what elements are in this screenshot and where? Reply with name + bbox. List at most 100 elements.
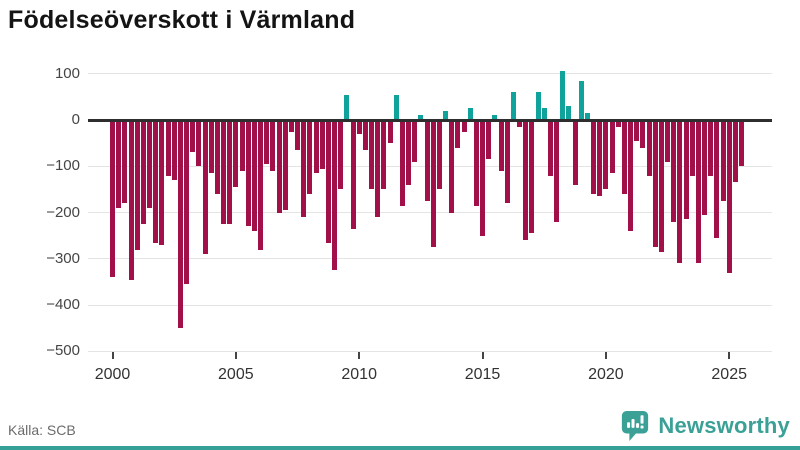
bar-2005-Q1 bbox=[233, 120, 239, 188]
bar-2021-Q1 bbox=[628, 120, 633, 231]
bar-2005-Q4 bbox=[251, 120, 257, 231]
bar-2004-Q4 bbox=[227, 120, 233, 225]
bar-2009-Q4 bbox=[350, 120, 356, 229]
bar-2006-Q2 bbox=[264, 120, 270, 164]
bar-2019-Q4 bbox=[597, 120, 603, 197]
bar-2014-Q4 bbox=[473, 120, 479, 206]
bar-2017-Q3 bbox=[541, 108, 547, 121]
bar-2014-Q2 bbox=[461, 120, 467, 132]
bar-2000-Q4 bbox=[128, 120, 134, 280]
bar-2020-Q2 bbox=[609, 120, 615, 174]
gridline bbox=[88, 304, 772, 306]
bar-2020-Q3 bbox=[615, 120, 621, 127]
bar-2004-Q3 bbox=[221, 120, 226, 225]
bar-2006-Q4 bbox=[276, 120, 282, 213]
bar-2003-Q4 bbox=[202, 120, 208, 255]
bar-2020-Q1 bbox=[603, 120, 609, 190]
bar-2019-Q3 bbox=[591, 120, 596, 194]
bar-2015-Q4 bbox=[498, 120, 504, 171]
bar-2011-Q2 bbox=[387, 120, 393, 144]
bar-2018-Q3 bbox=[566, 106, 572, 121]
x-tick bbox=[481, 352, 484, 359]
footer: Källa: SCB Newsworthy bbox=[0, 404, 800, 446]
bar-2007-Q4 bbox=[301, 120, 307, 218]
bar-2002-Q1 bbox=[159, 120, 165, 245]
bar-2009-Q2 bbox=[338, 120, 344, 190]
bar-2002-Q2 bbox=[165, 120, 171, 176]
bar-2005-Q2 bbox=[239, 120, 245, 171]
x-tick-label: 2025 bbox=[711, 366, 747, 383]
bar-2024-Q4 bbox=[720, 120, 726, 201]
bar-2013-Q3 bbox=[443, 110, 448, 121]
bar-2011-Q3 bbox=[393, 94, 399, 120]
bar-2016-Q3 bbox=[517, 120, 522, 127]
source-label: Källa: SCB bbox=[8, 422, 76, 438]
bar-2017-Q1 bbox=[529, 120, 535, 234]
bar-2006-Q1 bbox=[258, 120, 263, 250]
bar-2015-Q1 bbox=[480, 120, 485, 236]
bar-2024-Q1 bbox=[702, 120, 707, 215]
x-tick bbox=[604, 352, 607, 359]
bar-2004-Q1 bbox=[208, 120, 214, 174]
y-tick-label: 0 bbox=[71, 111, 80, 128]
x-tick bbox=[111, 352, 114, 359]
bar-2013-Q1 bbox=[430, 120, 436, 248]
bar-2011-Q1 bbox=[381, 120, 387, 190]
gridline bbox=[88, 258, 772, 260]
bar-2020-Q4 bbox=[621, 120, 627, 194]
bar-2023-Q4 bbox=[695, 120, 701, 264]
bar-2010-Q1 bbox=[356, 120, 362, 134]
y-tick-label: −100 bbox=[46, 157, 80, 175]
x-tick bbox=[358, 352, 361, 359]
bar-2015-Q2 bbox=[486, 120, 492, 160]
bar-2025-Q3 bbox=[739, 120, 744, 167]
zero-line bbox=[88, 118, 772, 122]
newsworthy-logo: Newsworthy bbox=[620, 409, 790, 442]
bar-2014-Q3 bbox=[467, 108, 473, 121]
bar-2015-Q3 bbox=[492, 115, 498, 120]
bar-2012-Q4 bbox=[424, 120, 430, 201]
bar-2025-Q2 bbox=[732, 120, 738, 183]
bar-2022-Q3 bbox=[665, 120, 670, 162]
gridline bbox=[88, 212, 772, 213]
bar-2016-Q2 bbox=[510, 92, 516, 121]
bar-2012-Q1 bbox=[406, 120, 411, 185]
bar-2021-Q2 bbox=[634, 120, 640, 141]
bar-2024-Q2 bbox=[708, 120, 714, 176]
y-tick-label: −400 bbox=[46, 296, 80, 313]
gridline bbox=[88, 350, 772, 352]
bottom-accent-bar bbox=[0, 446, 800, 450]
gridline bbox=[88, 165, 772, 167]
bar-2007-Q1 bbox=[282, 120, 288, 211]
bar-2008-Q3 bbox=[319, 120, 325, 169]
x-tick bbox=[234, 352, 237, 359]
x-tick-label: 2015 bbox=[464, 366, 501, 383]
y-tick-label: −500 bbox=[46, 342, 80, 360]
x-tick-label: 2000 bbox=[94, 366, 131, 383]
x-tick-label: 2020 bbox=[588, 366, 624, 383]
bar-2016-Q1 bbox=[504, 120, 510, 204]
bar-2009-Q3 bbox=[344, 94, 350, 120]
bar-2008-Q2 bbox=[313, 120, 319, 174]
bar-2011-Q4 bbox=[399, 120, 405, 206]
bar-2008-Q4 bbox=[325, 120, 331, 243]
bar-2018-Q1 bbox=[554, 120, 559, 222]
plot-area: 100 0 −100 −200 −300 −400 −500 2000 2005 2010 2015… bbox=[46, 64, 772, 383]
y-tick-label: 100 bbox=[54, 64, 80, 82]
bar-2003-Q2 bbox=[190, 120, 196, 153]
bar-2012-Q3 bbox=[418, 115, 424, 120]
bar-2010-Q4 bbox=[375, 120, 381, 218]
bar-2013-Q2 bbox=[436, 120, 442, 190]
bar-2003-Q1 bbox=[184, 120, 189, 285]
bar-2001-Q3 bbox=[147, 120, 152, 208]
bar-2001-Q2 bbox=[140, 120, 146, 225]
y-tick-label: −300 bbox=[46, 249, 80, 267]
bar-2007-Q3 bbox=[295, 120, 300, 151]
bar-2009-Q1 bbox=[332, 120, 337, 271]
bar-2017-Q4 bbox=[547, 120, 553, 176]
bar-2021-Q3 bbox=[640, 120, 646, 148]
x-tick bbox=[728, 352, 731, 359]
bar-2017-Q2 bbox=[535, 92, 541, 121]
newsworthy-logo-icon bbox=[622, 410, 649, 441]
